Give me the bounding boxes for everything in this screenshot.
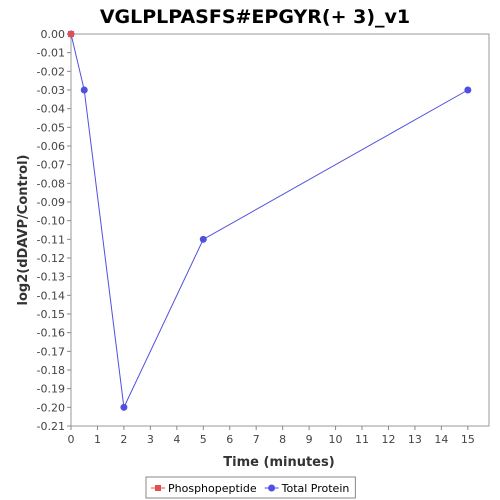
y-tick-label: -0.20 <box>37 401 65 414</box>
y-tick-label: -0.15 <box>37 308 65 321</box>
y-tick-label: -0.06 <box>37 140 65 153</box>
x-tick-label: 0 <box>68 433 75 446</box>
y-tick-label: -0.11 <box>37 233 65 246</box>
y-tick-label: -0.02 <box>37 65 65 78</box>
x-tick-label: 4 <box>173 433 180 446</box>
legend-marker-phosphopeptide <box>155 485 161 491</box>
phosphopeptide-point <box>68 31 74 37</box>
y-tick-label: -0.03 <box>37 84 65 97</box>
x-tick-label: 3 <box>147 433 154 446</box>
y-tick-label: -0.17 <box>37 345 65 358</box>
y-tick-label: 0.00 <box>41 28 66 41</box>
y-tick-label: -0.05 <box>37 121 65 134</box>
total-protein-point <box>120 403 128 411</box>
x-tick-label: 5 <box>200 433 207 446</box>
y-tick-label: -0.08 <box>37 177 65 190</box>
x-tick-label: 12 <box>381 433 395 446</box>
y-tick-label: -0.04 <box>37 103 65 116</box>
y-tick-label: -0.07 <box>37 159 65 172</box>
x-tick-label: 14 <box>434 433 448 446</box>
plot-area <box>70 33 490 427</box>
y-tick-label: -0.12 <box>37 252 65 265</box>
chart-title: VGLPLPASFS#EPGYR(+ 3)_v1 <box>100 6 410 28</box>
legend-label-phosphopeptide: Phosphopeptide <box>168 482 257 495</box>
x-tick-label: 1 <box>94 433 101 446</box>
x-tick-label: 9 <box>306 433 313 446</box>
y-tick-label: -0.14 <box>37 289 65 302</box>
series-layer <box>67 30 472 411</box>
x-tick-label: 7 <box>253 433 260 446</box>
total-protein-point <box>199 235 207 243</box>
legend-label-total-protein: Total Protein <box>281 482 350 495</box>
legend: Phosphopeptide Total Protein <box>145 476 356 499</box>
x-tick-label: 15 <box>461 433 475 446</box>
y-tick-label: -0.16 <box>37 327 65 340</box>
x-tick-label: 8 <box>279 433 286 446</box>
x-axis-label: Time (minutes) <box>223 455 334 470</box>
y-axis: 0.00 -0.01 -0.02 -0.03 -0.04 -0.05 -0.06 -0.07 -… <box>37 28 71 433</box>
y-tick-label: -0.19 <box>37 383 65 396</box>
legend-marker-total-protein <box>268 484 276 492</box>
x-tick-label: 13 <box>408 433 422 446</box>
total-protein-point <box>80 86 88 94</box>
x-tick-label: 10 <box>329 433 343 446</box>
y-axis-label: log2(dDAVP/Control) <box>16 155 31 306</box>
y-tick-label: -0.09 <box>37 196 65 209</box>
y-tick-label: -0.18 <box>37 364 65 377</box>
total-protein-point <box>464 86 472 94</box>
x-tick-label: 6 <box>226 433 233 446</box>
y-tick-label: -0.13 <box>37 271 65 284</box>
x-tick-label: 2 <box>120 433 127 446</box>
y-tick-label: -0.01 <box>37 47 65 60</box>
y-tick-label: -0.21 <box>37 420 65 433</box>
x-tick-label: 11 <box>355 433 369 446</box>
legend-box <box>145 476 356 499</box>
y-tick-label: -0.10 <box>37 215 65 228</box>
x-axis: 0 1 2 3 4 5 6 7 8 9 10 11 12 13 14 15 <box>68 426 475 446</box>
